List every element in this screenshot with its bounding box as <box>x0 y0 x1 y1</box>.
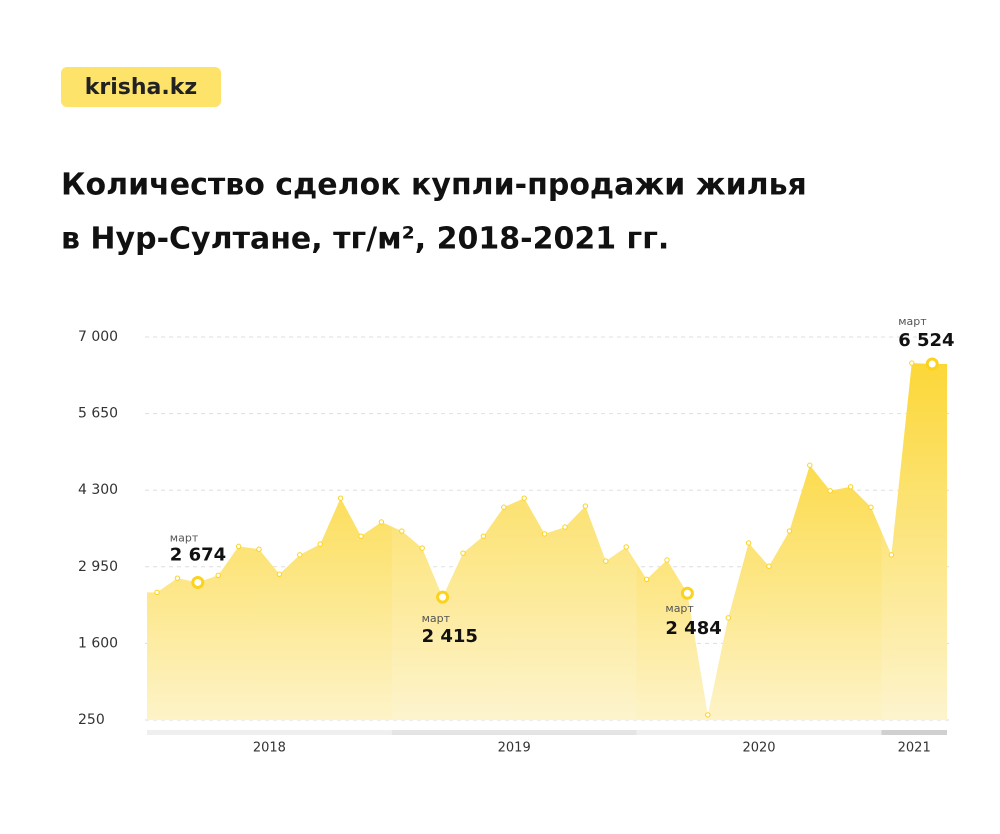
point <box>235 543 242 550</box>
point <box>925 357 939 371</box>
annotation-label: март <box>665 602 694 615</box>
logo-badge <box>61 67 221 107</box>
point <box>174 575 181 581</box>
point <box>745 540 752 546</box>
point <box>705 712 711 718</box>
point <box>868 504 874 510</box>
value-label: 2 484 <box>665 618 721 639</box>
annotation-label: март <box>898 315 927 328</box>
point <box>680 586 694 600</box>
point <box>399 528 405 534</box>
point <box>623 544 629 550</box>
band-shade <box>391 317 637 720</box>
year-band <box>147 730 392 735</box>
y-tick-label: 7 000 <box>78 329 118 345</box>
point <box>603 558 609 564</box>
point <box>766 563 772 569</box>
point <box>358 533 364 539</box>
point <box>909 360 915 366</box>
point <box>480 533 487 539</box>
point <box>786 528 793 534</box>
point <box>297 552 303 558</box>
y-tick-label: 1 600 <box>78 635 118 651</box>
point <box>191 575 205 589</box>
point <box>582 503 589 509</box>
x-year-label: 2018 <box>253 741 286 756</box>
point <box>276 571 283 577</box>
year-band <box>636 730 882 735</box>
x-year-label: 2019 <box>498 741 531 756</box>
point <box>256 546 262 552</box>
logo: krisha.kz <box>85 75 197 100</box>
y-tick-label: 250 <box>78 712 105 728</box>
point <box>337 495 344 501</box>
annotation-label: март <box>422 612 451 625</box>
value-label: 6 524 <box>898 330 954 351</box>
y-tick-label: 4 300 <box>78 482 118 498</box>
band-shade <box>881 317 947 720</box>
point <box>541 531 548 537</box>
area <box>147 363 947 720</box>
point <box>521 495 527 501</box>
y-tick-label: 2 950 <box>78 559 118 575</box>
point <box>501 504 507 510</box>
annotation-label: март <box>170 531 199 544</box>
value-label: 2 415 <box>422 626 478 647</box>
point <box>460 550 466 556</box>
point <box>888 552 895 558</box>
point <box>378 519 385 525</box>
point <box>562 524 568 530</box>
point <box>643 576 650 582</box>
x-year-label: 2020 <box>742 741 775 756</box>
point <box>827 488 833 494</box>
year-band <box>881 730 947 735</box>
title-line: в Нур-Султане, тг/м², 2018-2021 гг. <box>61 222 669 257</box>
point <box>436 590 450 604</box>
point <box>807 462 813 468</box>
x-year-label: 2021 <box>898 741 931 756</box>
y-tick-label: 5 650 <box>78 406 118 422</box>
value-label: 2 674 <box>170 544 226 565</box>
year-band <box>391 730 637 735</box>
point <box>215 572 221 579</box>
point <box>725 615 731 621</box>
point <box>419 545 425 551</box>
point <box>154 589 160 596</box>
point <box>317 541 323 547</box>
title-line: Количество сделок купли-продажи жилья <box>61 168 807 203</box>
point <box>664 557 670 563</box>
point <box>847 484 854 490</box>
